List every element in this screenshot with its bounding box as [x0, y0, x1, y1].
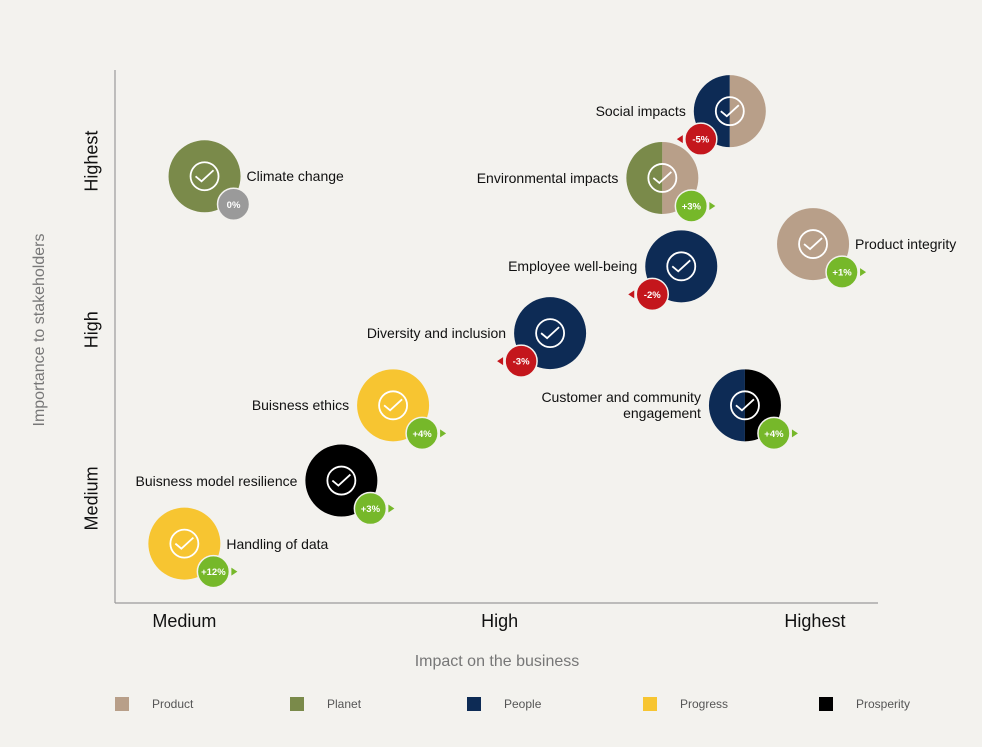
- bubble-icon: [720, 104, 740, 118]
- legend-swatch: [115, 697, 129, 711]
- change-label: -5%: [692, 135, 709, 146]
- change-badge: [674, 189, 709, 223]
- change-badge: [684, 122, 718, 156]
- change-label: -3%: [513, 357, 530, 368]
- badge-pointer: [709, 201, 716, 210]
- bubble-half: [626, 141, 663, 214]
- legend-label: Prosperity: [856, 697, 910, 711]
- change-badge: [216, 187, 251, 222]
- bubble-icon: [326, 465, 357, 496]
- bubble-icon: [730, 390, 760, 421]
- bubble-icon: [194, 169, 215, 183]
- change-label: 0%: [227, 200, 241, 211]
- bubble-icon: [169, 528, 200, 559]
- badge-pointer: [497, 357, 504, 366]
- bubble-icon: [647, 163, 678, 193]
- y-tick-label: High: [82, 311, 102, 348]
- y-axis-title: Importance to stakeholders: [31, 234, 48, 427]
- change-label: +1%: [832, 268, 852, 279]
- change-badge: [353, 491, 388, 526]
- legend-swatch: [290, 697, 304, 711]
- change-label: -2%: [644, 290, 661, 301]
- y-tick-label: Highest: [82, 131, 102, 192]
- point-label: Handling of data: [226, 535, 329, 552]
- change-label: +4%: [764, 429, 784, 440]
- bubble-icon: [735, 398, 755, 412]
- change-label: +3%: [361, 504, 381, 515]
- bubble-icon: [189, 161, 220, 192]
- change-badge: [757, 416, 791, 451]
- point-label: Climate change: [246, 168, 344, 185]
- x-axis-title: Impact on the business: [415, 653, 580, 670]
- bubble-icon: [666, 251, 697, 282]
- badge-pointer: [440, 429, 447, 438]
- change-badge: [635, 277, 670, 312]
- legend-swatch: [467, 697, 481, 711]
- bubble-icon: [714, 96, 745, 127]
- badge-pointer: [791, 429, 798, 438]
- x-tick-label: Highest: [784, 611, 845, 631]
- bubble-half: [729, 75, 766, 148]
- legend-swatch: [643, 697, 657, 711]
- change-label: +12%: [201, 567, 226, 578]
- point-label: Diversity and inclusion: [366, 325, 507, 342]
- badge-pointer: [676, 135, 683, 144]
- change-label: +4%: [412, 429, 432, 440]
- bubble-icon: [540, 326, 560, 340]
- point-label: Buisness ethics: [251, 397, 350, 414]
- legend-label: Planet: [327, 697, 362, 711]
- point-label: Customer and community engagement: [541, 389, 701, 422]
- point-label: Buisness model resilience: [135, 472, 298, 489]
- point-label: Environmental impacts: [476, 169, 619, 186]
- bubble-icon: [798, 229, 828, 259]
- point-label: Social impacts: [595, 103, 686, 120]
- bubble-icon: [383, 398, 403, 412]
- bubble-icon: [331, 473, 351, 487]
- y-tick-label: Medium: [82, 466, 102, 530]
- change-badge: [504, 344, 538, 378]
- badge-pointer: [231, 567, 238, 576]
- bubble-icon: [174, 536, 194, 550]
- point-label: Product integrity: [855, 236, 957, 253]
- badge-pointer: [388, 504, 395, 513]
- bubble-icon: [652, 171, 672, 185]
- change-badge: [405, 416, 439, 451]
- badge-pointer: [628, 290, 635, 299]
- legend-label: People: [504, 697, 542, 711]
- bubble-icon: [535, 318, 565, 349]
- change-badge: [196, 554, 231, 589]
- legend-label: Product: [152, 697, 194, 711]
- legend-label: Progress: [680, 697, 728, 711]
- x-tick-label: High: [481, 611, 518, 631]
- bubble-half: [708, 369, 745, 442]
- bubble-icon: [803, 237, 823, 251]
- change-badge: [825, 255, 859, 289]
- x-tick-label: Medium: [152, 611, 216, 631]
- change-label: +3%: [682, 201, 702, 212]
- badge-pointer: [860, 268, 867, 277]
- legend-swatch: [819, 697, 833, 711]
- point-label: Employee well-being: [508, 258, 638, 275]
- bubble-icon: [378, 390, 408, 421]
- bubble-icon: [671, 259, 691, 273]
